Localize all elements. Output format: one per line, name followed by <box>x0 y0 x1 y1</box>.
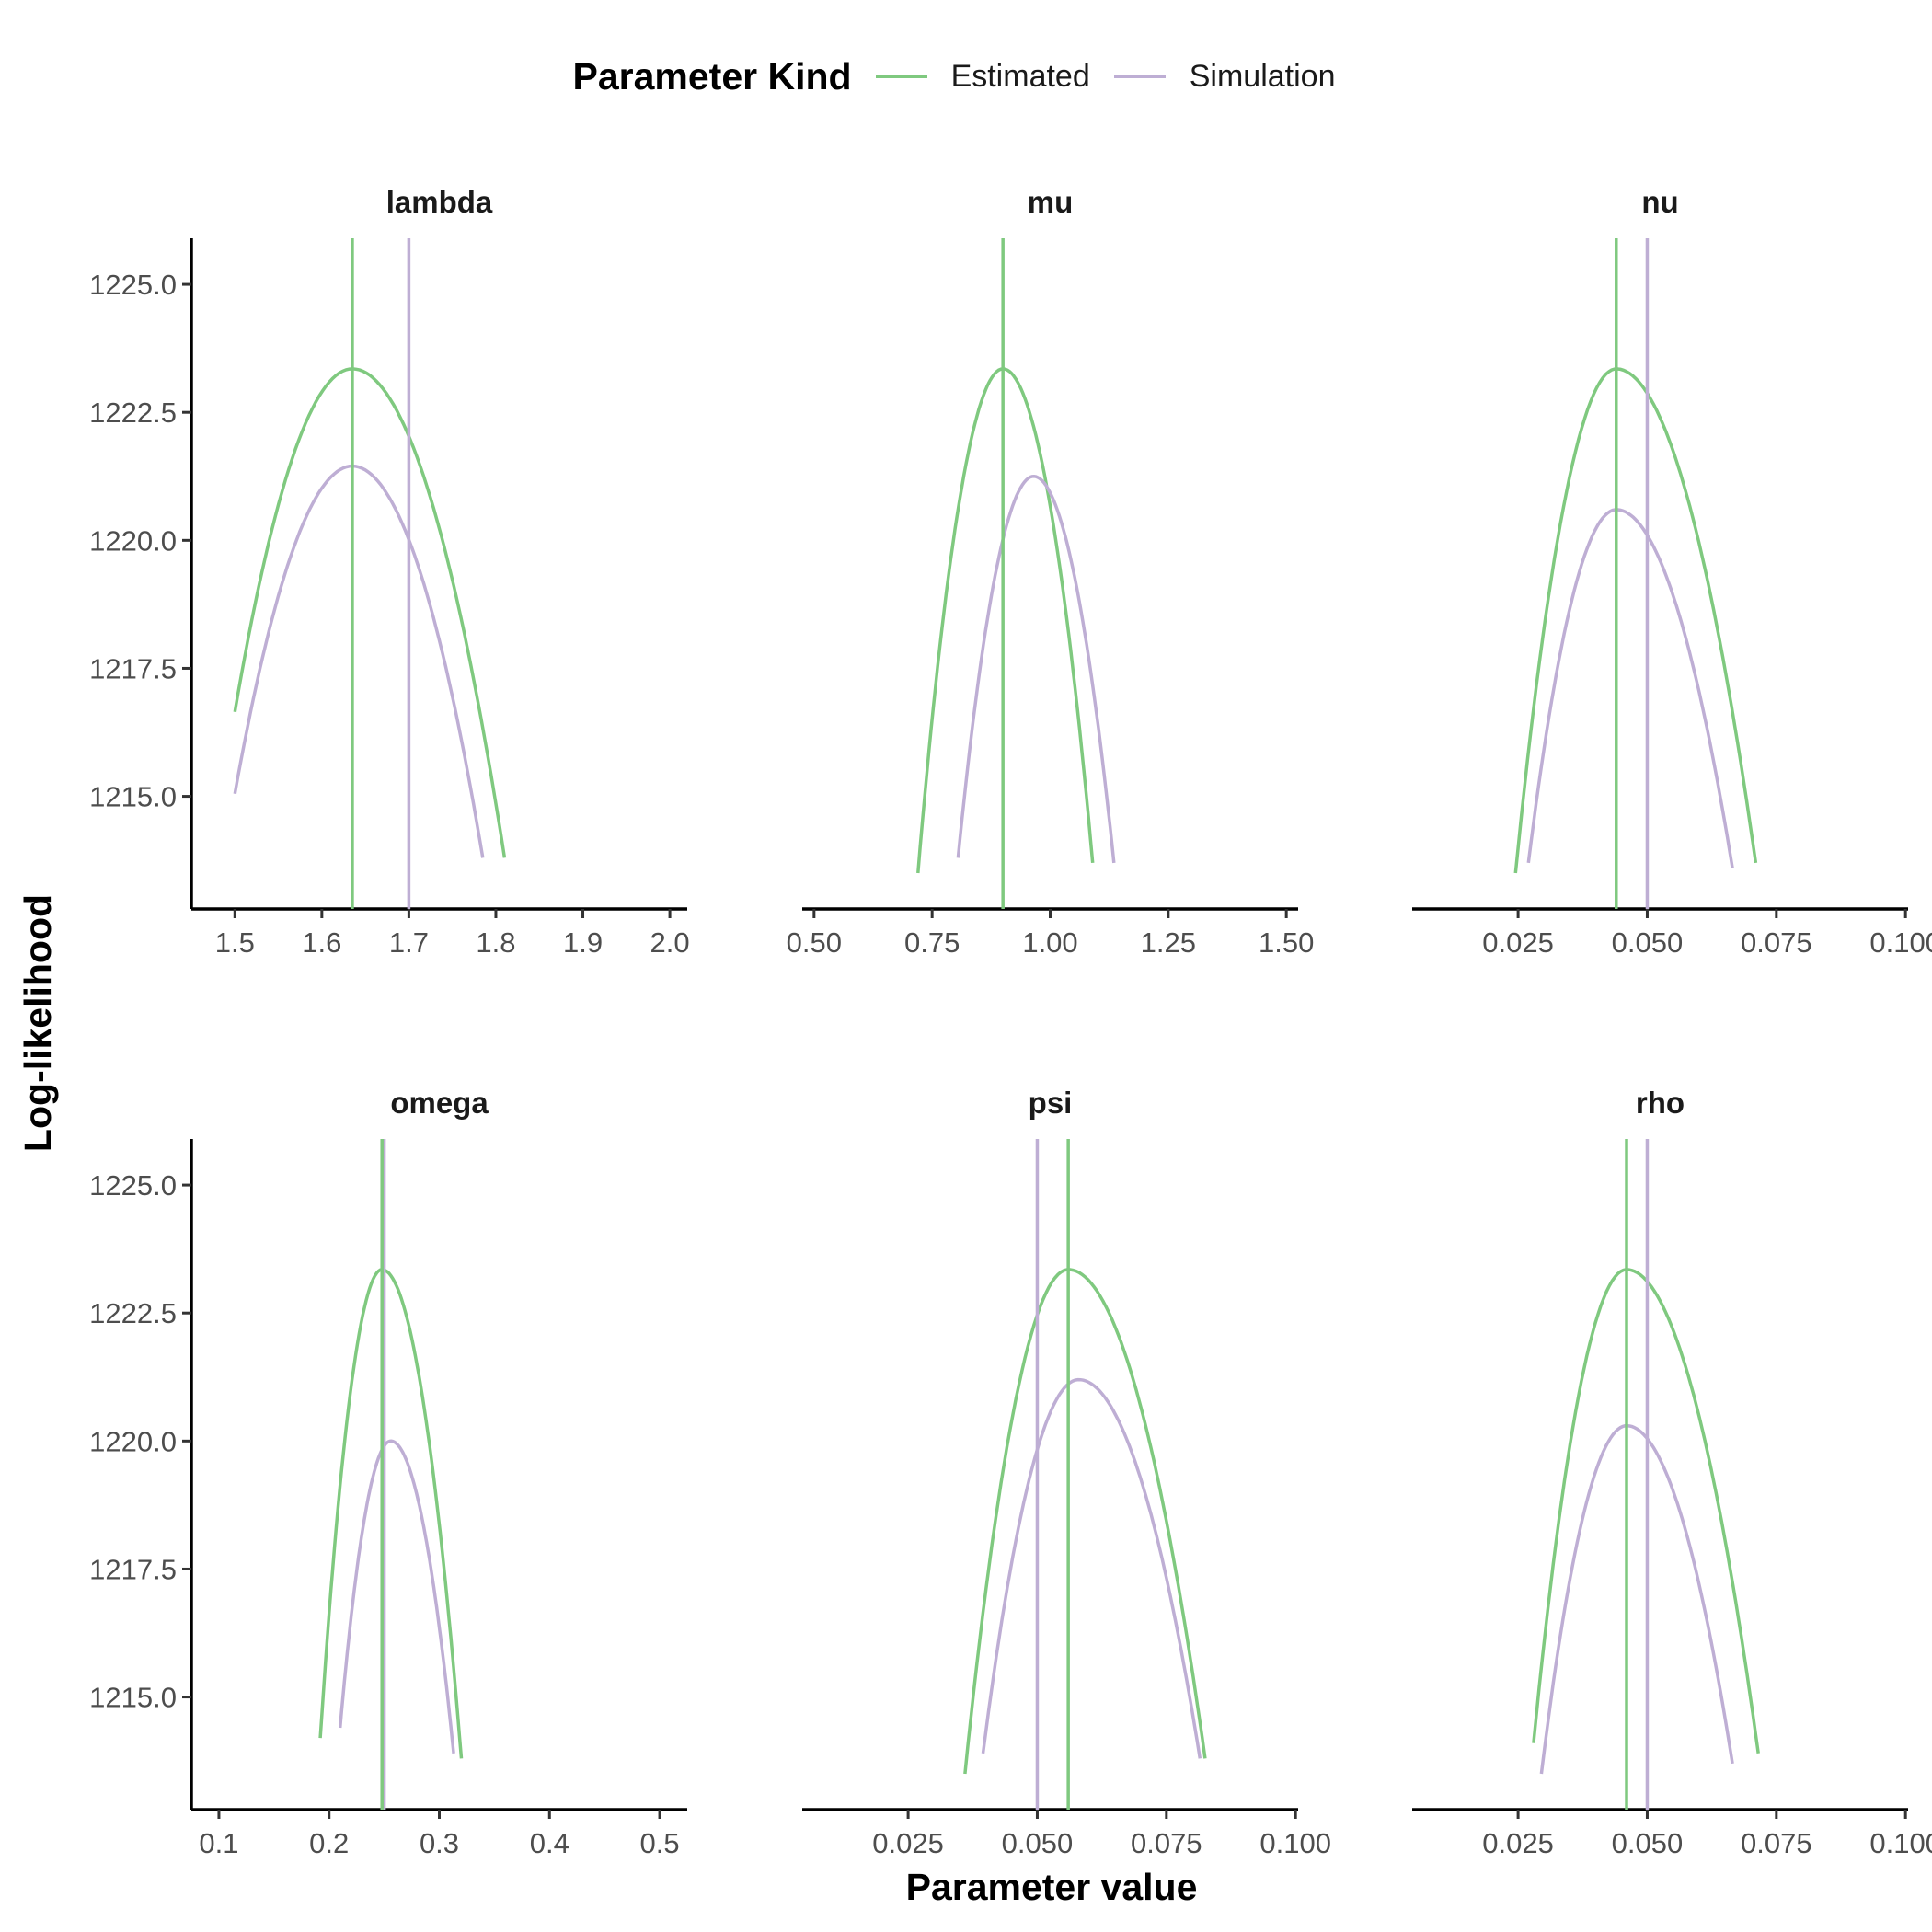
x-tick-label: 2.0 <box>650 926 690 959</box>
curve-simulation <box>1526 508 1734 868</box>
x-tick-label: 0.075 <box>1131 1827 1202 1859</box>
legend-item-simulation: Simulation <box>1113 58 1336 95</box>
legend-label-simulation: Simulation <box>1189 58 1336 94</box>
x-tick-label: 1.7 <box>389 926 429 959</box>
y-tick-label: 1225.0 <box>89 1169 177 1202</box>
x-tick-label: 1.50 <box>1259 926 1314 959</box>
x-tick-label: 0.100 <box>1259 1827 1331 1859</box>
y-tick-label: 1220.0 <box>89 524 177 557</box>
curve-simulation <box>981 1377 1202 1759</box>
facet-title: nu <box>1641 185 1678 219</box>
y-tick-label: 1225.0 <box>89 269 177 301</box>
y-tick-label: 1215.0 <box>89 1682 177 1714</box>
facet-panels: lambda 1.5 1.6 1.7 1.8 1.9 2.0 1215.0 1217.5 1220… <box>89 185 1932 1859</box>
x-tick-label: 0.1 <box>199 1827 238 1859</box>
y-tick-label: 1215.0 <box>89 781 177 813</box>
facet-panel-rho: rho 0.025 0.050 0.075 0.100 <box>1412 1086 1932 1859</box>
curve-estimated <box>1513 367 1758 874</box>
curve-simulation <box>956 475 1116 864</box>
x-tick-label: 0.050 <box>1002 1827 1074 1859</box>
curve-estimated <box>916 367 1095 874</box>
x-tick-label: 0.050 <box>1612 1827 1684 1859</box>
facet-title: omega <box>390 1086 489 1120</box>
x-tick-label: 0.025 <box>1482 926 1554 959</box>
facet-panel-mu: mu 0.50 0.75 1.00 1.25 1.50 <box>787 185 1315 959</box>
curve-simulation <box>233 464 485 858</box>
facet-panel-lambda: lambda 1.5 1.6 1.7 1.8 1.9 2.0 1215.0 1217.5 1220… <box>89 185 689 959</box>
facet-panel-psi: psi 0.025 0.050 0.075 0.100 <box>802 1086 1331 1859</box>
facet-title: rho <box>1636 1086 1685 1120</box>
facet-panel-omega: omega 0.1 0.2 0.3 0.4 0.5 1215.0 1217.5 1220.0 12… <box>89 1086 687 1859</box>
y-tick-label: 1220.0 <box>89 1425 177 1457</box>
legend: Parameter Kind Estimated Simulation <box>0 53 1932 99</box>
x-tick-label: 0.075 <box>1741 926 1812 959</box>
y-tick-label: 1222.5 <box>89 1297 177 1329</box>
x-tick-label: 0.3 <box>420 1827 459 1859</box>
facet-title: psi <box>1029 1086 1073 1120</box>
x-tick-label: 0.2 <box>309 1827 349 1859</box>
y-tick-label: 1217.5 <box>89 1553 177 1585</box>
legend-title: Parameter Kind <box>572 54 852 98</box>
curve-simulation <box>1539 1423 1734 1775</box>
y-tick-label: 1222.5 <box>89 397 177 429</box>
x-tick-label: 0.075 <box>1741 1827 1812 1859</box>
legend-label-estimated: Estimated <box>950 58 1090 94</box>
legend-key-simulation <box>1113 75 1166 78</box>
facet-title: mu <box>1028 185 1074 219</box>
x-tick-label: 0.025 <box>1482 1827 1554 1859</box>
curve-estimated <box>233 367 507 858</box>
curve-estimated <box>318 1268 464 1759</box>
x-tick-label: 0.4 <box>530 1827 569 1859</box>
curve-simulation <box>338 1439 455 1754</box>
x-tick-label: 0.100 <box>1869 1827 1932 1859</box>
x-tick-label: 0.75 <box>904 926 960 959</box>
x-tick-label: 0.050 <box>1612 926 1684 959</box>
x-tick-label: 1.25 <box>1141 926 1196 959</box>
x-tick-label: 1.00 <box>1022 926 1077 959</box>
x-tick-label: 0.100 <box>1869 926 1932 959</box>
x-tick-label: 1.9 <box>563 926 603 959</box>
x-tick-label: 0.025 <box>872 1827 944 1859</box>
y-tick-label: 1217.5 <box>89 652 177 684</box>
x-tick-label: 1.5 <box>215 926 255 959</box>
x-tick-label: 1.6 <box>302 926 341 959</box>
y-axis-title: Log-likelihood <box>17 894 59 1152</box>
x-tick-label: 0.50 <box>787 926 842 959</box>
curve-estimated <box>963 1268 1207 1775</box>
x-tick-label: 1.8 <box>476 926 515 959</box>
legend-item-estimated: Estimated <box>875 58 1090 95</box>
x-axis-title: Parameter value <box>906 1866 1198 1908</box>
facet-title: lambda <box>386 185 493 219</box>
x-tick-label: 0.5 <box>640 1827 680 1859</box>
facet-panel-nu: nu 0.025 0.050 0.075 0.100 <box>1412 185 1932 959</box>
legend-key-estimated <box>875 75 927 78</box>
